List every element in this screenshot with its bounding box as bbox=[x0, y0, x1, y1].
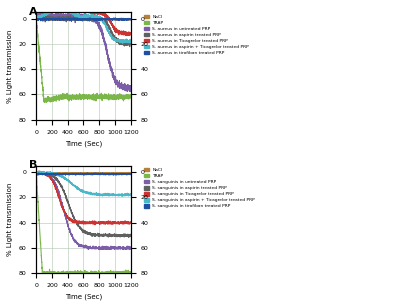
X-axis label: Time (Sec): Time (Sec) bbox=[65, 140, 102, 146]
Text: A: A bbox=[28, 7, 37, 17]
Text: B: B bbox=[28, 161, 37, 170]
Y-axis label: % Light transmission: % Light transmission bbox=[7, 29, 13, 103]
Legend: NaCl, TRAP, S. sanguinis in untreated PRP, S. sanguinis in aspirin treated PRP, : NaCl, TRAP, S. sanguinis in untreated PR… bbox=[144, 168, 255, 208]
Legend: NaCl, TRAP, S. aureus in untreated PRP, S. aureus in aspirin treated PRP, S. aur: NaCl, TRAP, S. aureus in untreated PRP, … bbox=[144, 14, 249, 55]
Y-axis label: % Light transmission: % Light transmission bbox=[7, 183, 13, 256]
X-axis label: Time (Sec): Time (Sec) bbox=[65, 293, 102, 300]
